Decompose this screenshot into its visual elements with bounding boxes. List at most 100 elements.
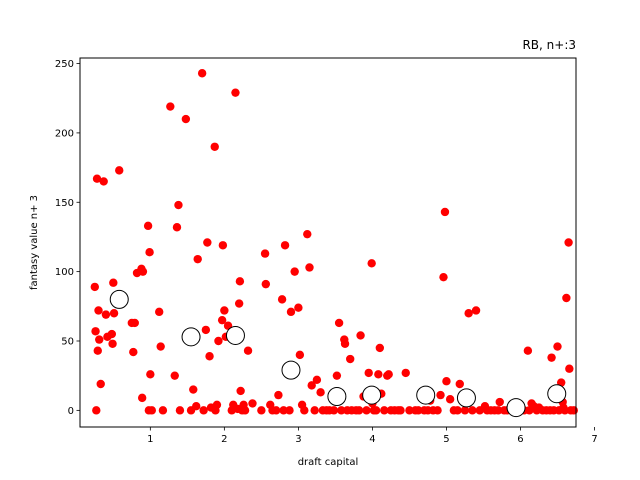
data-point [464,309,473,318]
data-point [371,406,381,415]
data-point [235,277,245,286]
data-point [107,329,117,339]
y-axis: 0 50 100 150 200 250 [55,59,80,417]
data-point [147,406,157,415]
data-point [433,406,442,415]
data-point [158,406,168,415]
x-tick-label: 6 [517,434,523,445]
data-point [274,390,283,400]
data-point [277,295,287,304]
data-point [494,406,503,415]
data-point [90,282,100,292]
data-point [205,352,214,361]
data-point [257,406,266,415]
data-point [374,370,383,379]
data-point [569,406,578,415]
data-point [129,347,138,357]
x-axis-label: draft capital [298,457,359,468]
data-point [203,238,212,247]
data-point [166,102,175,111]
data-point [380,406,389,415]
data-point [240,406,250,415]
data-point [109,278,118,287]
data-point [94,306,103,315]
data-point [280,241,290,250]
x-tick-label: 7 [591,434,597,445]
data-point [145,248,154,257]
data-point [307,381,316,390]
data-point [354,406,364,415]
mean-marker [181,327,201,347]
data-point [310,406,319,415]
data-point [217,315,227,325]
data-point [453,406,462,415]
y-tick-label: 100 [55,267,74,278]
data-point [93,346,102,355]
data-point [109,309,119,318]
mean-marker [225,325,245,345]
data-point [279,406,288,415]
data-point [130,318,139,328]
data-point [414,406,423,415]
data-point [294,303,303,312]
data-point [312,375,322,385]
mean-marker [547,384,567,404]
data-point [468,406,477,415]
data-point [99,177,108,186]
x-axis: 1 2 3 4 5 6 7 [147,427,598,445]
data-point [523,346,533,355]
mean-marker [416,385,436,405]
data-point [143,221,153,231]
data-point [445,395,455,404]
data-point [442,377,451,386]
x-tick-label: 3 [295,434,301,445]
data-point [316,388,325,397]
data-point [396,406,405,415]
data-point [364,368,373,378]
data-point [201,325,211,335]
data-point [305,263,314,272]
y-tick-label: 200 [55,128,74,139]
data-point [367,259,376,268]
mean-marker [109,289,129,309]
data-point [471,306,481,315]
data-point [290,267,299,276]
data-point [362,406,371,415]
mean-marker [456,388,476,408]
data-point [197,69,207,78]
data-point [193,254,202,264]
data-point [212,400,222,410]
data-point [439,272,448,282]
data-point [155,307,164,317]
data-point [440,207,450,217]
x-tick-label: 5 [443,434,449,445]
y-tick-label: 50 [61,336,74,347]
data-point [192,401,201,411]
mean-marker [281,360,301,380]
data-point [248,399,257,408]
data-point [455,379,464,389]
data-point [156,342,165,351]
data-point [271,406,281,415]
data-point [436,390,445,400]
data-point [553,342,562,351]
data-point [92,406,101,415]
data-point [295,350,305,360]
data-point [95,335,104,344]
means-layer [109,289,567,418]
data-point [405,406,414,415]
data-point [334,318,344,328]
y-tick-label: 250 [55,59,74,70]
data-point [91,327,100,336]
data-point [340,339,350,348]
y-axis-label: fantasy value n+ 3 [29,195,40,290]
data-point [285,406,294,415]
data-point [495,397,504,407]
points-layer [90,69,578,415]
data-point [460,406,470,415]
data-point [562,293,571,303]
data-point [138,267,148,276]
data-point [401,368,410,378]
data-point [337,406,346,415]
chart-title: RB, n+:3 [522,38,576,52]
